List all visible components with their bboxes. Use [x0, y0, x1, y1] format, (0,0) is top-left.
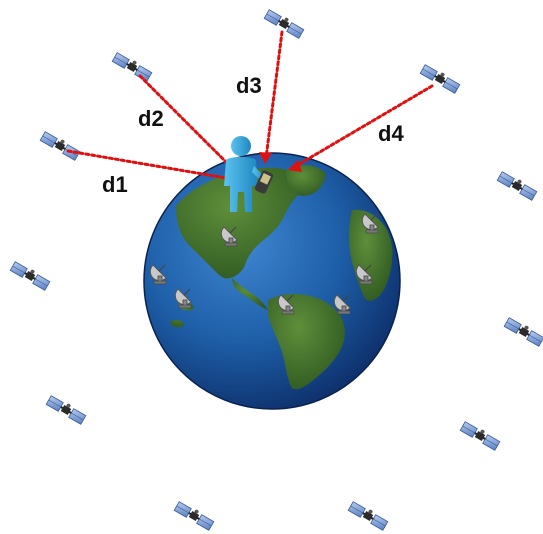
satellite-icon: [111, 49, 154, 83]
satellite-icon: [496, 168, 539, 202]
satellite-icon: [39, 128, 82, 162]
distance-line-d2: [138, 74, 242, 178]
distance-line-d1: [66, 149, 240, 182]
satellite-icon: [173, 498, 216, 532]
gps-receiver-icon: [254, 170, 274, 194]
globe-icon: [143, 152, 401, 410]
greenland-landmass: [286, 165, 326, 196]
south-america-landmass: [268, 294, 345, 390]
satellite-icon: [45, 392, 88, 426]
satellite-icon: [9, 258, 52, 292]
distance-labels: d1 d2 d3 d4: [102, 73, 404, 197]
north-america-landmass: [176, 167, 310, 279]
distance-line-d3: [264, 30, 284, 160]
distance-label-d2: d2: [138, 106, 164, 131]
central-america-landmass: [232, 278, 268, 310]
distance-label-d3: d3: [236, 73, 262, 98]
satellite-icon: [503, 314, 543, 348]
satellite-icon: [347, 498, 390, 532]
arrowhead-d3: [259, 152, 272, 164]
signal-lines: [66, 30, 434, 182]
satellite-icon: [459, 418, 502, 452]
distance-label-d4: d4: [378, 121, 404, 146]
arrowhead-d4: [288, 160, 302, 172]
satellite-icon: [263, 6, 306, 40]
distance-line-d4: [294, 84, 434, 168]
distance-label-d1: d1: [102, 172, 128, 197]
